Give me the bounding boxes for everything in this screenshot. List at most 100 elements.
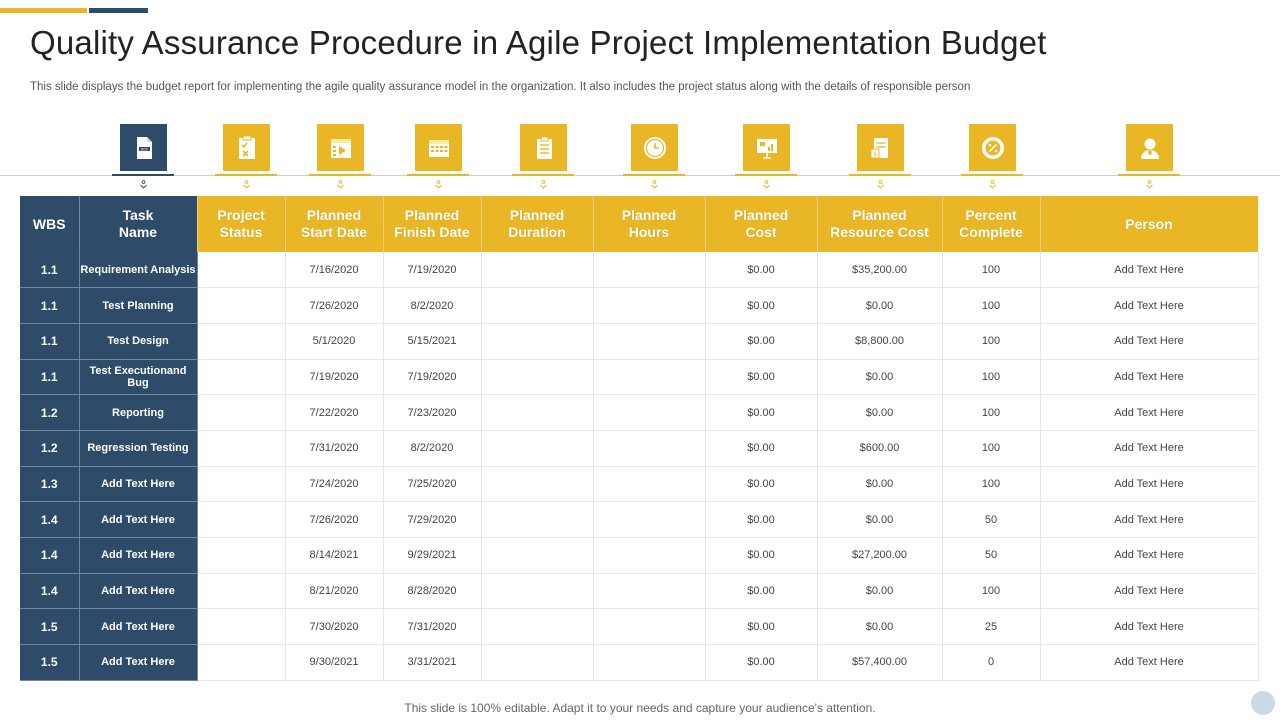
- task-cell: Reporting: [79, 394, 198, 431]
- resource-cost-cell: $600.00: [817, 430, 943, 467]
- icon-underline: [407, 174, 469, 176]
- calendar-play-icon: [317, 124, 364, 171]
- accent-bar-yellow: [0, 8, 87, 13]
- percent-badge-icon: [969, 124, 1016, 171]
- header-planned-resource-cost: Planned Resource Cost: [817, 196, 943, 252]
- icon-underline: [1118, 174, 1180, 176]
- icon-slot: [407, 124, 469, 189]
- task-cell: Test Design: [79, 323, 198, 360]
- duration-cell: [481, 430, 594, 467]
- icon-slot: [215, 124, 277, 189]
- start-date-cell: 8/21/2020: [285, 573, 384, 610]
- table-row: 1.1 Test Executionand Bug 7/19/2020 7/19/20…: [20, 359, 1259, 396]
- chevron-down-icon: [650, 176, 659, 189]
- header-wbs: WBS: [20, 196, 80, 252]
- percent-cell: 100: [942, 252, 1041, 289]
- task-cell: Add Text Here: [79, 466, 198, 503]
- resource-cost-cell: $0.00: [817, 287, 943, 324]
- hours-cell: [593, 252, 706, 289]
- person-cell: Add Text Here: [1040, 466, 1259, 503]
- chevron-down-icon: [139, 176, 148, 189]
- icon-slot: $: [849, 124, 911, 189]
- header-task-name: Task Name: [79, 196, 198, 252]
- budget-table: WBS Task Name Project Status Planned Start …: [20, 196, 1259, 681]
- cost-cell: $0.00: [705, 644, 818, 681]
- start-date-cell: 9/30/2021: [285, 644, 384, 681]
- resource-cost-cell: $0.00: [817, 501, 943, 538]
- chevron-down-icon: [762, 176, 771, 189]
- report-cost-icon: $: [857, 124, 904, 171]
- status-cell: [197, 501, 286, 538]
- status-cell: [197, 608, 286, 646]
- status-cell: [197, 537, 286, 574]
- resource-cost-cell: $27,200.00: [817, 537, 943, 574]
- start-date-cell: 7/24/2020: [285, 466, 384, 503]
- clock-icon: [631, 124, 678, 171]
- header-planned-duration: Planned Duration: [481, 196, 594, 252]
- duration-cell: [481, 644, 594, 681]
- finish-date-cell: 7/29/2020: [383, 501, 482, 538]
- status-cell: [197, 466, 286, 503]
- icon-row: DOC $: [0, 124, 1280, 189]
- wbs-cell: 1.5: [20, 644, 80, 681]
- wbs-cell: 1.1: [20, 252, 80, 289]
- chevron-down-icon: [242, 176, 251, 189]
- footer-note: This slide is 100% editable. Adapt it to…: [404, 701, 876, 715]
- person-cell: Add Text Here: [1040, 644, 1259, 681]
- percent-cell: 25: [942, 608, 1041, 646]
- header-project-status: Project Status: [197, 196, 286, 252]
- table-row: 1.2 Reporting 7/22/2020 7/23/2020 $0.00 $0.00…: [20, 394, 1259, 431]
- chevron-down-icon: [988, 176, 997, 189]
- corner-dot: [1251, 691, 1275, 715]
- cost-cell: $0.00: [705, 430, 818, 467]
- person-cell: Add Text Here: [1040, 359, 1259, 396]
- header-planned-cost: Planned Cost: [705, 196, 818, 252]
- clipboard-icon: [520, 124, 567, 171]
- task-cell: Test Planning: [79, 287, 198, 324]
- duration-cell: [481, 466, 594, 503]
- presentation-board-icon: [743, 124, 790, 171]
- table-row: 1.2 Regression Testing 7/31/2020 8/2/2020 $0…: [20, 430, 1259, 467]
- icon-slot: [623, 124, 685, 189]
- icon-slot: [512, 124, 574, 189]
- icon-slot: [961, 124, 1023, 189]
- finish-date-cell: 9/29/2021: [383, 537, 482, 574]
- table-row: 1.4 Add Text Here 7/26/2020 7/29/2020 $0.00 $…: [20, 501, 1259, 538]
- table-row: 1.4 Add Text Here 8/21/2020 8/28/2020 $0.00 $…: [20, 573, 1259, 610]
- task-cell: Add Text Here: [79, 573, 198, 610]
- icon-underline: [112, 174, 174, 176]
- duration-cell: [481, 501, 594, 538]
- duration-cell: [481, 252, 594, 289]
- icon-underline: [961, 174, 1023, 176]
- duration-cell: [481, 608, 594, 646]
- svg-text:DOC: DOC: [140, 147, 148, 151]
- table-header-row: WBS Task Name Project Status Planned Start …: [20, 196, 1259, 252]
- percent-cell: 100: [942, 323, 1041, 360]
- cost-cell: $0.00: [705, 608, 818, 646]
- wbs-cell: 1.1: [20, 287, 80, 324]
- wbs-cell: 1.5: [20, 608, 80, 646]
- chevron-down-icon: [1145, 176, 1154, 189]
- resource-cost-cell: $8,800.00: [817, 323, 943, 360]
- resource-cost-cell: $0.00: [817, 394, 943, 431]
- hours-cell: [593, 394, 706, 431]
- checklist-icon: [223, 124, 270, 171]
- task-cell: Add Text Here: [79, 537, 198, 574]
- start-date-cell: 7/30/2020: [285, 608, 384, 646]
- task-cell: Add Text Here: [79, 501, 198, 538]
- cost-cell: $0.00: [705, 501, 818, 538]
- person-icon: [1126, 124, 1173, 171]
- task-cell: Add Text Here: [79, 644, 198, 681]
- start-date-cell: 7/26/2020: [285, 501, 384, 538]
- percent-cell: 50: [942, 537, 1041, 574]
- person-cell: Add Text Here: [1040, 608, 1259, 646]
- person-cell: Add Text Here: [1040, 394, 1259, 431]
- hours-cell: [593, 644, 706, 681]
- table-row: 1.1 Test Planning 7/26/2020 8/2/2020 $0.00 $0…: [20, 287, 1259, 324]
- finish-date-cell: 3/31/2021: [383, 644, 482, 681]
- status-cell: [197, 252, 286, 289]
- finish-date-cell: 7/25/2020: [383, 466, 482, 503]
- duration-cell: [481, 323, 594, 360]
- icon-underline: [215, 174, 277, 176]
- hours-cell: [593, 430, 706, 467]
